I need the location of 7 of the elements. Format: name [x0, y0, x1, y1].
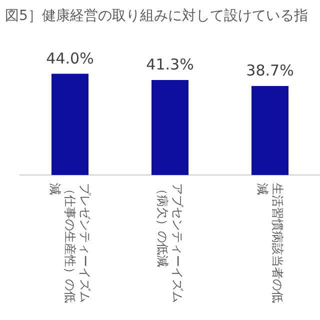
data-label: 44.0% [46, 49, 94, 68]
chart-title: 図5］健康経営の取り組みに対して設けている指 [5, 8, 308, 24]
x-tick-label: アブセンティーイズム（病欠）の低減 [156, 183, 184, 303]
data-label: 38.7% [246, 61, 294, 80]
x-tick-label: 生活習慣病該当者の低減 [256, 183, 284, 303]
data-label: 41.3% [146, 56, 194, 74]
x-tick-label: プレゼンティーイズム（仕事の生産性）の低減 [48, 183, 92, 303]
